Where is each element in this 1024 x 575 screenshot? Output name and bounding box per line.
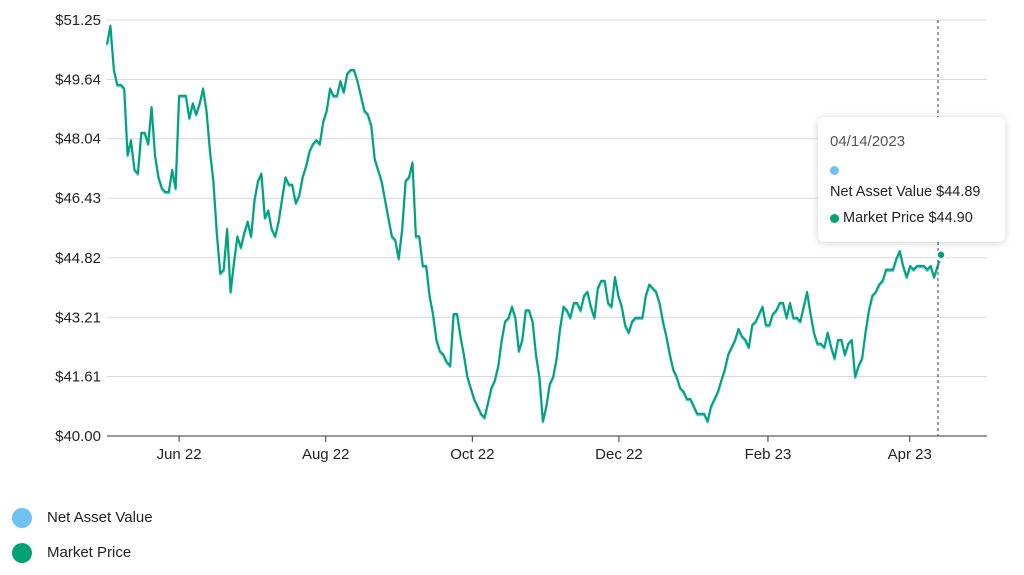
- x-tick-label: Apr 23: [888, 446, 932, 463]
- x-tick-label: Oct 22: [450, 446, 494, 463]
- legend-item-nav[interactable]: Net Asset Value: [12, 500, 153, 535]
- hover-markers: [936, 250, 946, 262]
- legend: Net Asset Value Market Price: [12, 500, 153, 570]
- y-tick-label: $51.25: [55, 12, 101, 29]
- hover-marker-market: [936, 250, 946, 260]
- series-line-nav: [105, 25, 943, 424]
- series-line-market: [106, 24, 942, 423]
- legend-market-swatch: [12, 542, 32, 563]
- tooltip-market-dot: [830, 213, 839, 223]
- tooltip-nav-dot-row: [830, 162, 993, 176]
- y-tick-label: $43.21: [55, 309, 101, 326]
- tooltip-date: 04/14/2023: [830, 133, 906, 150]
- y-tick-label: $40.00: [55, 428, 101, 445]
- tooltip-market-value: Market Price $44.90: [843, 210, 973, 226]
- tooltip-market-row: Market Price $44.90: [830, 210, 993, 226]
- x-tick-label: Dec 22: [595, 446, 643, 463]
- legend-nav-label: Net Asset Value: [47, 509, 153, 526]
- legend-nav-swatch: [12, 507, 32, 528]
- x-tick-label: Feb 23: [745, 446, 792, 463]
- legend-item-market[interactable]: Market Price: [12, 535, 153, 570]
- y-axis-tick-labels: $51.25 $49.64 $48.04 $46.43 $44.82 $43.21 $41.…: [55, 12, 101, 445]
- price-chart[interactable]: $51.25 $49.64 $48.04 $46.43 $44.82 $43.21 $41.…: [0, 0, 1024, 480]
- y-tick-label: $49.64: [55, 72, 101, 89]
- y-tick-label: $46.43: [55, 190, 101, 207]
- tooltip-nav-dot: [830, 166, 839, 176]
- y-tick-label: $48.04: [55, 131, 101, 148]
- gridlines: [107, 19, 987, 377]
- x-tick-label: Aug 22: [302, 446, 350, 463]
- tooltip-nav-value: Net Asset Value $44.89: [830, 184, 981, 200]
- legend-market-label: Market Price: [47, 544, 132, 561]
- series-lines: [105, 24, 943, 424]
- x-axis: Jun 22 Aug 22 Oct 22 Dec 22 Feb 23 Apr 23: [107, 435, 987, 463]
- y-tick-label: $41.61: [55, 368, 101, 385]
- tooltip: 04/14/2023 Net Asset Value $44.89 Market…: [818, 117, 1005, 242]
- y-tick-label: $44.82: [55, 250, 101, 267]
- x-tick-label: Jun 22: [157, 446, 202, 463]
